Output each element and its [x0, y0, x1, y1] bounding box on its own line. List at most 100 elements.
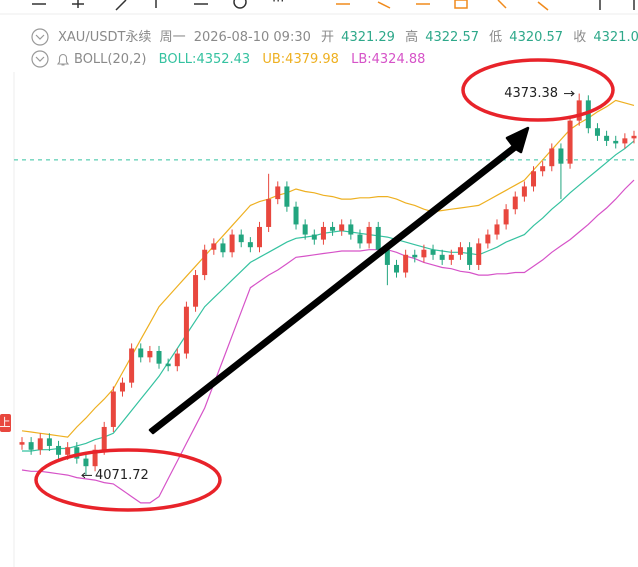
candle-body — [129, 348, 135, 383]
trend-arrow — [148, 126, 530, 435]
candle-body — [320, 226, 326, 240]
candle-body — [92, 449, 98, 467]
candle-body — [485, 234, 491, 244]
candle-body — [183, 306, 189, 354]
candle-body — [193, 275, 199, 307]
candle-body — [457, 247, 463, 255]
boll-line — [22, 140, 635, 452]
candle-body — [494, 224, 500, 235]
collapse-icon[interactable] — [31, 28, 49, 68]
candle-body — [46, 438, 52, 446]
plot: 4071.72 4373.38 — [14, 86, 638, 504]
candle-body — [412, 254, 418, 258]
candle-body — [101, 426, 107, 450]
bell-icon[interactable] — [56, 53, 70, 66]
ohlc-label: 高 — [405, 29, 418, 45]
candle-body — [403, 254, 409, 273]
legend-label: BOLL: — [159, 52, 197, 67]
candle-body — [348, 224, 354, 235]
candle-body — [467, 247, 473, 265]
candle-body — [576, 100, 582, 121]
candle-body — [256, 226, 262, 248]
candle-body — [503, 209, 509, 225]
candle-body — [339, 224, 345, 231]
candle-body — [284, 186, 290, 207]
candle-body — [165, 363, 171, 367]
candle-body — [275, 186, 281, 200]
legend-label: LB: — [351, 52, 372, 67]
candle-body — [74, 447, 80, 459]
candle-body — [138, 348, 144, 358]
highlight-ellipse — [34, 448, 222, 512]
legend-label: UB: — [262, 52, 285, 67]
candle-body — [476, 243, 482, 265]
ohlc-label: 开 — [321, 30, 334, 45]
candle-body — [394, 264, 400, 273]
side-tag-box[interactable] — [0, 414, 11, 432]
candle-body — [384, 249, 390, 265]
candle-body — [448, 254, 454, 260]
svg-text:···: ··· — [272, 0, 284, 10]
marker-arrow — [570, 90, 575, 97]
high-label: 4373.38 — [504, 86, 558, 101]
candle-body — [266, 199, 272, 227]
candle-body — [156, 351, 162, 364]
ohlc-label: 低 — [489, 30, 502, 45]
candle-body — [65, 447, 71, 455]
candle-body — [558, 148, 564, 164]
toolbar: ··· — [32, 0, 635, 11]
candle-body — [83, 458, 89, 467]
candle-body — [174, 353, 180, 367]
candle-body — [311, 234, 317, 240]
toolbar-accent — [336, 0, 549, 11]
candle-body — [302, 224, 308, 235]
hand-annotations — [34, 58, 615, 512]
side-tag[interactable]: 上 — [0, 416, 11, 429]
indicator-name: BOLL(20,2) — [74, 52, 147, 67]
candle-body — [613, 140, 619, 144]
symbol: XAU/USDT永续 — [58, 30, 151, 45]
candle-body — [421, 249, 427, 258]
candle-body — [585, 100, 591, 129]
candle-body — [604, 135, 610, 141]
candle-body — [357, 234, 363, 244]
legend-value: 4324.88 — [372, 52, 426, 67]
candle-body — [147, 351, 153, 358]
candle-body — [512, 196, 518, 210]
candle-body — [229, 234, 235, 253]
boll-line — [21, 179, 635, 504]
candle-body — [531, 171, 537, 187]
candle-body — [238, 234, 244, 243]
candle-body — [375, 226, 381, 250]
candle-body — [540, 166, 546, 172]
candle-body — [247, 242, 253, 248]
indicator-line: BOLL(20,2) BOLL:4352.43 UB:4379.98 LB:43… — [74, 52, 425, 67]
legend-value: 4379.98 — [285, 52, 339, 67]
candle-body — [622, 138, 628, 144]
highlight-ellipse — [461, 58, 615, 122]
ohlc-value: 4322.57 — [425, 30, 479, 45]
candle-body — [211, 243, 217, 250]
candle-body — [37, 438, 43, 450]
ohlc-value: 4321.04 — [593, 30, 638, 45]
candle-body — [366, 226, 372, 244]
legend-value: 4352.43 — [196, 52, 250, 67]
ohlc-value: 4321.29 — [341, 30, 395, 45]
candle-body — [430, 249, 436, 255]
candle-body — [19, 442, 25, 445]
candle-body — [28, 442, 34, 450]
candle-body — [110, 391, 116, 427]
candle-body — [220, 243, 226, 253]
candle-body — [56, 445, 62, 455]
candle-body — [119, 382, 125, 392]
candle-body — [521, 186, 527, 197]
candle-body — [631, 135, 637, 139]
marker-arrow — [81, 472, 86, 479]
datetime: 2026-08-10 09:30 — [194, 30, 311, 45]
header-line: XAU/USDT永续 周一 2026-08-10 09:30 开 4321.29… — [58, 29, 638, 45]
candle-body — [594, 128, 600, 136]
ohlc-label: 收 — [573, 30, 586, 45]
candle-body — [439, 254, 445, 260]
weekday: 周一 — [160, 30, 186, 45]
